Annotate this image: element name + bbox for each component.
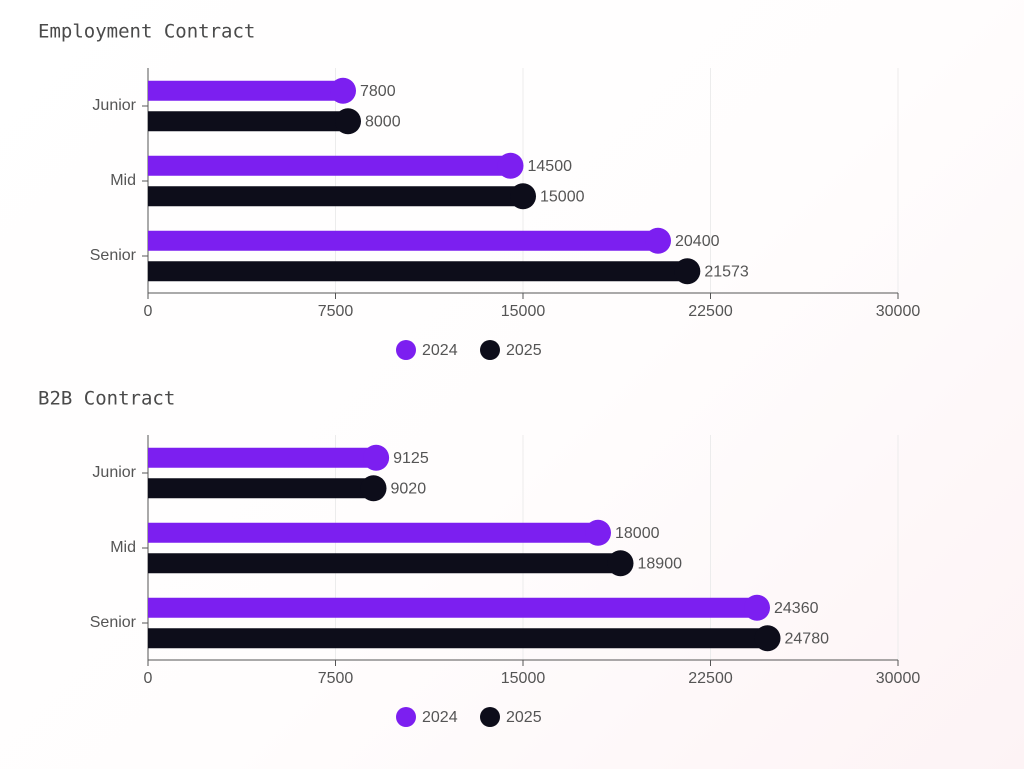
legend-label: 2025	[506, 709, 542, 726]
bar	[148, 155, 511, 176]
data-label: 24780	[785, 630, 830, 647]
bar-end	[335, 108, 361, 135]
legend-label: 2024	[422, 342, 458, 359]
legend-marker	[480, 340, 500, 360]
bar	[148, 447, 377, 468]
legend-marker	[396, 707, 416, 727]
x-tick-label: 7500	[318, 670, 354, 687]
bar-end	[674, 258, 701, 285]
y-tick-label: Senior	[90, 247, 137, 264]
chart-title: Employment Contract	[38, 21, 255, 43]
bar	[148, 186, 523, 207]
y-tick-label: Mid	[110, 172, 136, 189]
y-tick-label: Mid	[110, 539, 136, 556]
bar	[148, 478, 374, 499]
bar	[148, 628, 768, 649]
bar	[148, 597, 757, 618]
y-tick-label: Senior	[90, 614, 137, 631]
bar	[148, 553, 621, 574]
data-label: 18900	[638, 555, 683, 572]
bar	[148, 80, 343, 101]
bar-end	[645, 227, 671, 254]
data-label: 24360	[774, 600, 819, 617]
data-label: 15000	[540, 188, 585, 205]
y-tick-label: Junior	[92, 97, 136, 114]
bar-end	[510, 183, 536, 210]
x-tick-label: 22500	[688, 670, 733, 687]
y-tick-label: Junior	[92, 464, 136, 481]
x-tick-label: 30000	[876, 670, 921, 687]
data-label: 14500	[528, 158, 573, 175]
bar	[148, 261, 688, 282]
x-tick-label: 22500	[688, 303, 733, 320]
bar-end	[754, 625, 781, 652]
x-tick-label: 15000	[501, 670, 546, 687]
data-label: 8000	[365, 113, 401, 130]
data-label: 18000	[615, 525, 660, 542]
bar-end	[585, 519, 611, 546]
bar-end	[360, 475, 387, 502]
x-tick-label: 15000	[501, 303, 546, 320]
chart-title: B2B Contract	[38, 388, 175, 410]
x-tick-label: 7500	[318, 303, 354, 320]
bar	[148, 111, 348, 132]
bar-end	[363, 444, 390, 471]
bar-end	[497, 152, 524, 179]
legend-label: 2025	[506, 342, 542, 359]
x-tick-label: 0	[144, 670, 153, 687]
legend-marker	[480, 707, 500, 727]
data-label: 9125	[393, 450, 429, 467]
data-label: 20400	[675, 233, 720, 250]
bar-end	[330, 77, 356, 104]
legend-label: 2024	[422, 709, 458, 726]
x-tick-label: 30000	[876, 303, 921, 320]
data-label: 9020	[391, 480, 427, 497]
bar	[148, 230, 658, 251]
bar-end	[607, 550, 634, 577]
bar-end	[744, 594, 770, 621]
x-tick-label: 0	[144, 303, 153, 320]
legend-marker	[396, 340, 416, 360]
data-label: 7800	[360, 83, 396, 100]
bar	[148, 522, 598, 543]
data-label: 21573	[704, 263, 749, 280]
